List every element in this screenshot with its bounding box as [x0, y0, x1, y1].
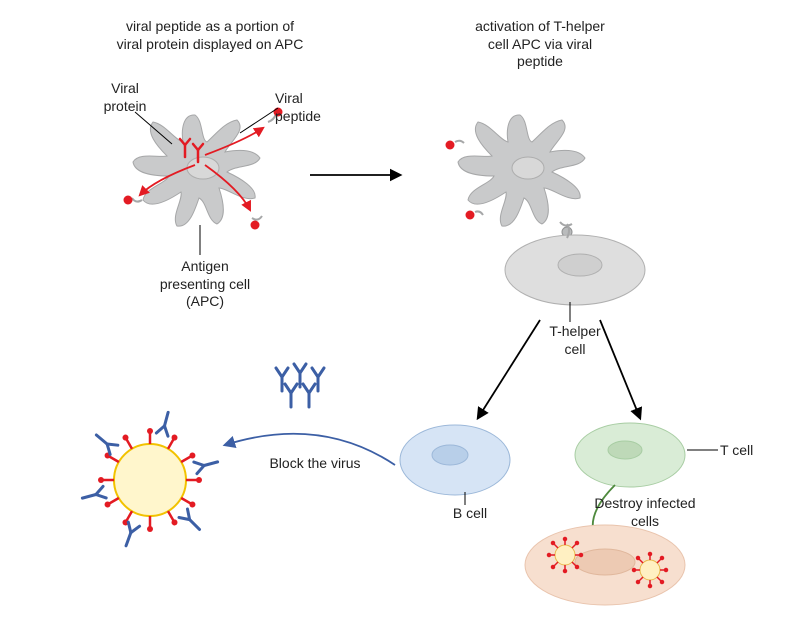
title-left: viral peptide as a portion of viral prot…	[95, 18, 325, 53]
peptide-icon	[251, 216, 263, 230]
label-bcell: B cell	[440, 505, 500, 523]
t-cell	[575, 423, 685, 487]
title-right: activation of T-helper cell APC via vira…	[430, 18, 650, 71]
b-cell	[400, 425, 510, 495]
label-viral-peptide: Viral peptide	[275, 90, 355, 125]
label-apc: Antigen presenting cell (APC)	[140, 258, 270, 311]
t-helper-cell	[505, 224, 645, 305]
peptide-icon	[124, 196, 143, 205]
virus	[81, 411, 219, 548]
label-thelper: T-helper cell	[530, 323, 620, 358]
label-tcell: T cell	[720, 442, 780, 460]
label-block-virus: Block the virus	[255, 455, 375, 473]
apc-cell-2	[446, 115, 586, 237]
label-destroy: Destroy infected cells	[575, 495, 715, 530]
infected-cell	[525, 525, 685, 605]
apc-cell-1	[124, 108, 283, 230]
antibody-cluster	[276, 364, 324, 407]
diagram-canvas: { "texts": { "title_left": "viral peptid…	[0, 0, 795, 620]
label-viral-protein: Viral protein	[90, 80, 160, 115]
